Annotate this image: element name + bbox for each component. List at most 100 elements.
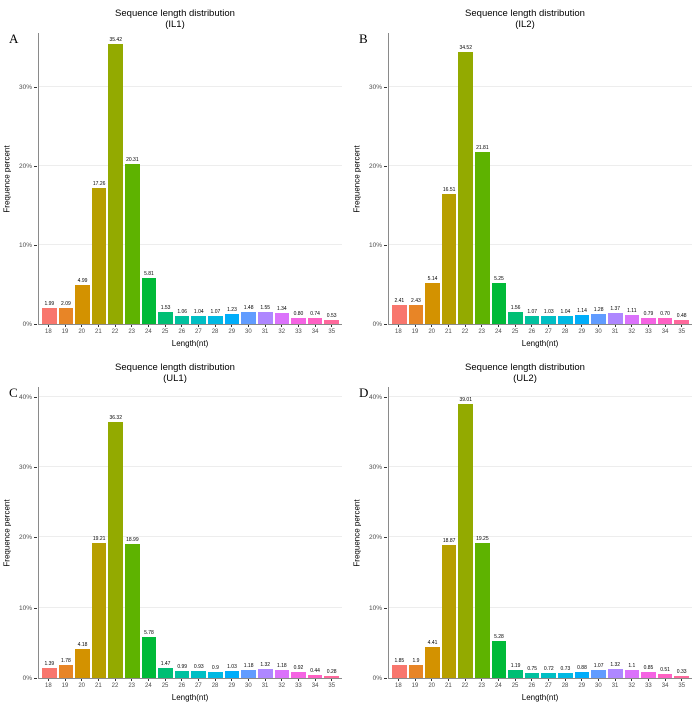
x-tick-label: 32 <box>273 325 290 336</box>
bar-slot: 0.93 <box>190 664 207 678</box>
bar-value-label: 1.99 <box>44 301 55 308</box>
bar-value-label: 1.32 <box>610 661 621 668</box>
y-tick-label: 10% <box>368 242 382 250</box>
bar-length-24 <box>141 278 157 324</box>
x-tick-label: 24 <box>140 679 157 690</box>
x-tick-label: 28 <box>207 679 224 690</box>
bar-slot: 5.14 <box>424 276 441 324</box>
x-tick-label: 35 <box>673 679 690 690</box>
bar-value-label: 1.11 <box>627 308 637 315</box>
bar-length-21 <box>441 193 457 324</box>
y-tick-mark <box>34 396 37 398</box>
bar-slot: 1.11 <box>624 308 641 324</box>
bar-value-label: 0.73 <box>560 665 571 672</box>
bar-value-label: 0.79 <box>643 310 654 317</box>
bar-slot: 21.81 <box>474 145 491 324</box>
x-tick-label: 33 <box>290 679 307 690</box>
y-tick-mark <box>384 678 387 679</box>
bar-slot: 1.1 <box>624 663 641 678</box>
bar-value-label: 1.39 <box>44 661 55 668</box>
bar-slot: 4.41 <box>424 640 441 678</box>
panel-letter-D: D <box>359 385 369 400</box>
bar-length-18 <box>392 664 407 678</box>
bar-value-label: 18.87 <box>442 538 456 545</box>
x-tick-label: 27 <box>190 679 207 690</box>
x-tick-label: 26 <box>523 325 540 336</box>
chart-subtitle: (UL1) <box>163 373 187 384</box>
bar-length-29 <box>574 671 590 678</box>
x-tick-label: 21 <box>90 679 107 690</box>
y-tick-mark <box>34 537 37 539</box>
x-tick-label: 19 <box>407 679 424 690</box>
bar-length-33 <box>641 317 656 324</box>
bar-slot: 17.26 <box>91 181 108 324</box>
bar-value-label: 5.25 <box>494 275 504 282</box>
y-axis-title-text: Frequence percent <box>352 499 362 567</box>
bar-value-label: 1.03 <box>543 308 554 315</box>
bar-length-19 <box>58 665 74 678</box>
y-tick-label: 30% <box>368 463 382 471</box>
bars-container: 1.85 1.9 4.41 18.87 39.01 19.25 5.28 1.19 0.75 0.… <box>389 387 692 678</box>
bar-value-label: 39.01 <box>459 396 472 403</box>
x-axis-title: Length(nt) <box>171 693 209 702</box>
x-tick-label: 24 <box>490 679 507 690</box>
y-tick-mark <box>34 324 37 325</box>
plot-area: 2.41 2.43 5.14 16.51 34.52 21.81 5.25 1.56 1.07 1… <box>388 33 692 325</box>
x-tick-label: 25 <box>157 679 174 690</box>
x-tick-label: 26 <box>523 679 540 690</box>
x-tick-label: 34 <box>657 325 674 336</box>
y-tick-label: 0% <box>22 321 32 328</box>
bar-slot: 1.32 <box>607 662 624 678</box>
bar-slot: 0.28 <box>323 669 340 678</box>
bar-length-19 <box>408 304 424 324</box>
bar-length-32 <box>274 313 290 324</box>
chart-panel-B: B Sequence length distribution (IL2) Freque… <box>350 0 700 354</box>
bar-slot: 39.01 <box>457 397 474 678</box>
gridline <box>389 86 692 88</box>
bar-length-33 <box>641 672 656 678</box>
bar-value-label: 36.32 <box>109 415 122 422</box>
bar-slot: 5.81 <box>141 271 158 324</box>
gridline <box>39 244 342 246</box>
x-axis-ticks: 18 19 20 21 22 23 24 25 26 27 28 29 30 31 32 33 34 35 <box>388 679 692 690</box>
bar-slot: 1.9 <box>408 658 425 678</box>
gridline <box>39 465 342 467</box>
bar-length-21 <box>91 542 107 678</box>
bar-value-label: 0.51 <box>660 667 670 674</box>
y-tick-label: 20% <box>18 534 32 542</box>
y-axis-title-text: Frequence percent <box>2 145 12 213</box>
bar-slot: 1.32 <box>257 662 274 678</box>
y-tick-mark <box>384 396 387 398</box>
bar-value-label: 1.23 <box>227 307 237 314</box>
x-tick-label: 18 <box>40 325 57 336</box>
bar-slot: 0.33 <box>673 669 690 678</box>
chart-body: Frequence percent 0% 10% 20% 30% 40% 1.39 1.78 4… <box>0 387 350 682</box>
y-tick-mark <box>384 245 387 247</box>
y-axis-ticks: 0% 10% 20% 30% 40% <box>364 387 388 682</box>
x-tick-label: 22 <box>457 679 474 690</box>
bar-value-label: 0.9 <box>211 664 219 671</box>
bar-slot: 2.41 <box>391 298 408 324</box>
x-tick-label: 19 <box>57 679 74 690</box>
bar-length-27 <box>541 672 557 678</box>
bar-slot: 1.23 <box>224 307 241 324</box>
x-tick-label: 20 <box>423 679 440 690</box>
y-tick-mark <box>34 607 37 609</box>
bar-slot: 0.75 <box>524 666 541 678</box>
bar-slot: 0.92 <box>290 665 307 678</box>
x-tick-label: 22 <box>107 325 124 336</box>
bar-length-31 <box>257 311 273 324</box>
bar-value-label: 0.75 <box>527 665 538 672</box>
bar-length-27 <box>541 315 557 324</box>
bar-length-20 <box>75 284 90 324</box>
bar-length-27 <box>191 671 207 678</box>
bar-slot: 19.25 <box>474 536 491 678</box>
bar-value-label: 1.03 <box>227 663 237 670</box>
x-tick-label: 21 <box>90 325 107 336</box>
gridline <box>389 165 692 167</box>
bar-value-label: 1.07 <box>527 308 538 315</box>
bar-value-label: 17.26 <box>92 180 106 187</box>
x-tick-label: 21 <box>440 679 457 690</box>
bar-slot: 35.42 <box>107 37 124 324</box>
